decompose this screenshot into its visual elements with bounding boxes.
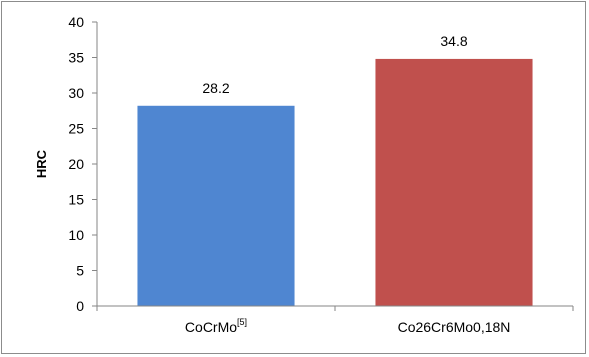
- y-tick-label: 5: [76, 263, 84, 279]
- y-tick-label: 30: [68, 85, 84, 101]
- y-axis-title: HRC: [34, 149, 49, 178]
- y-tick-label: 35: [68, 50, 84, 66]
- y-tick-label: 25: [68, 121, 84, 137]
- bars: [137, 59, 532, 306]
- category-superscript: [5]: [237, 317, 247, 327]
- y-tick-label: 0: [76, 298, 84, 314]
- bar: [375, 59, 532, 306]
- category-label: Co26Cr6Mo0,18N: [398, 319, 511, 335]
- y-axis: 0 5 10 15 20 25 30 35 40: [68, 14, 97, 314]
- y-tick-label: 40: [68, 14, 84, 30]
- x-axis: CoCrMo[5] Co26Cr6Mo0,18N: [97, 306, 573, 335]
- data-label: 34.8: [440, 33, 467, 49]
- bar: [137, 106, 294, 306]
- data-label: 28.2: [202, 80, 229, 96]
- y-tick-label: 15: [68, 192, 84, 208]
- y-tick-label: 10: [68, 227, 84, 243]
- y-tick-label: 20: [68, 156, 84, 172]
- category-label: CoCrMo[5]: [185, 317, 247, 335]
